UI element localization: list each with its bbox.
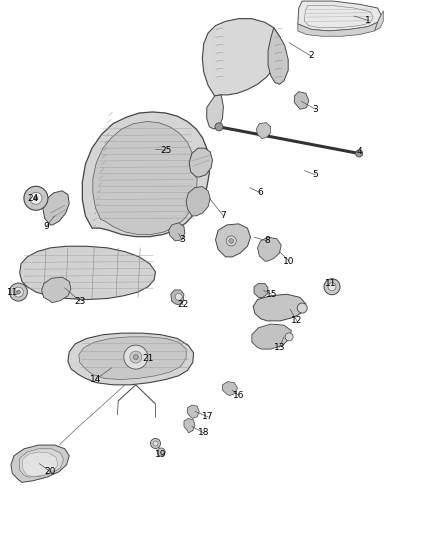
Text: 19: 19	[155, 450, 167, 458]
Circle shape	[30, 192, 42, 204]
Circle shape	[356, 150, 363, 157]
Polygon shape	[252, 324, 291, 349]
Polygon shape	[23, 452, 58, 477]
Text: 4: 4	[357, 148, 362, 156]
Polygon shape	[254, 284, 268, 297]
Circle shape	[153, 441, 158, 446]
Polygon shape	[223, 382, 237, 395]
Polygon shape	[171, 290, 184, 305]
Polygon shape	[189, 148, 212, 177]
Polygon shape	[256, 123, 271, 139]
Text: 7: 7	[220, 212, 226, 220]
Polygon shape	[11, 445, 69, 482]
Polygon shape	[202, 19, 281, 96]
Polygon shape	[82, 112, 209, 237]
Text: 21: 21	[142, 354, 154, 362]
Circle shape	[133, 354, 138, 360]
Polygon shape	[186, 187, 210, 216]
Circle shape	[229, 238, 234, 244]
Circle shape	[157, 448, 165, 456]
Polygon shape	[253, 294, 306, 321]
Text: 6: 6	[258, 189, 264, 197]
Text: 18: 18	[198, 429, 209, 437]
Polygon shape	[93, 122, 197, 235]
Polygon shape	[68, 333, 194, 385]
Polygon shape	[187, 405, 199, 418]
Text: 17: 17	[202, 413, 214, 421]
Text: 8: 8	[264, 237, 270, 245]
Circle shape	[226, 236, 236, 246]
Circle shape	[16, 290, 21, 294]
Polygon shape	[43, 191, 69, 225]
Text: 20: 20	[45, 467, 56, 476]
Circle shape	[328, 282, 336, 291]
Polygon shape	[294, 92, 309, 109]
Polygon shape	[298, 1, 381, 31]
Circle shape	[215, 123, 223, 131]
Text: 1: 1	[365, 16, 371, 25]
Polygon shape	[258, 237, 281, 261]
Text: 23: 23	[74, 297, 85, 305]
Text: 24: 24	[27, 194, 39, 203]
Polygon shape	[374, 11, 383, 31]
Text: 2: 2	[308, 52, 314, 60]
Polygon shape	[79, 337, 186, 379]
Polygon shape	[20, 449, 64, 477]
Text: 11: 11	[325, 279, 336, 288]
Text: 15: 15	[266, 290, 277, 298]
Text: 16: 16	[233, 391, 244, 400]
Text: 13: 13	[274, 343, 285, 352]
Circle shape	[14, 287, 23, 297]
Polygon shape	[20, 246, 155, 300]
Text: 12: 12	[291, 317, 303, 325]
Circle shape	[324, 279, 340, 295]
Text: 3: 3	[179, 236, 185, 244]
Circle shape	[130, 351, 142, 363]
Circle shape	[24, 186, 48, 211]
Polygon shape	[184, 418, 195, 433]
Circle shape	[124, 345, 148, 369]
Text: 9: 9	[43, 222, 49, 231]
Circle shape	[175, 293, 182, 301]
Polygon shape	[169, 223, 185, 241]
Polygon shape	[42, 277, 71, 303]
Text: 14: 14	[90, 375, 101, 384]
Polygon shape	[268, 28, 288, 84]
Text: 22: 22	[177, 301, 189, 309]
Text: 3: 3	[312, 105, 318, 114]
Polygon shape	[298, 22, 378, 36]
Polygon shape	[207, 95, 223, 129]
Circle shape	[297, 303, 307, 313]
Circle shape	[9, 283, 28, 301]
Polygon shape	[215, 224, 251, 257]
Circle shape	[34, 196, 38, 200]
Text: 11: 11	[7, 288, 19, 296]
Text: 5: 5	[312, 171, 318, 179]
Circle shape	[151, 439, 160, 448]
Text: 25: 25	[160, 146, 171, 155]
Circle shape	[285, 333, 293, 341]
Text: 10: 10	[283, 257, 295, 265]
